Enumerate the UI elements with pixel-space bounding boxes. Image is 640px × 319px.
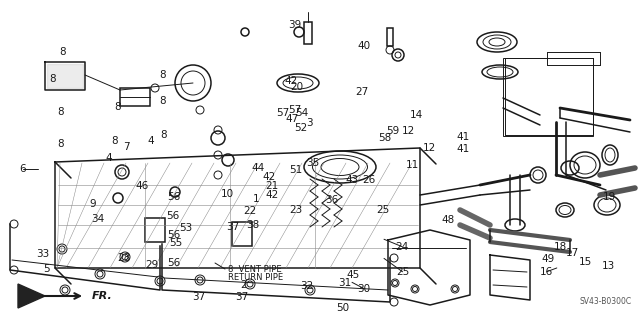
- Text: 38: 38: [246, 220, 259, 230]
- Text: 33: 33: [36, 249, 49, 259]
- Text: 41: 41: [456, 132, 469, 142]
- Text: 43: 43: [346, 174, 358, 185]
- Text: 42: 42: [266, 190, 278, 200]
- Text: 1: 1: [253, 194, 259, 204]
- Text: 48: 48: [442, 215, 454, 225]
- Text: 23: 23: [290, 205, 303, 215]
- Text: 34: 34: [92, 213, 104, 224]
- Text: 11: 11: [406, 160, 419, 170]
- Text: 42: 42: [285, 76, 298, 86]
- Text: 42: 42: [263, 172, 276, 182]
- Text: 37: 37: [236, 292, 248, 302]
- Text: 25: 25: [376, 205, 389, 215]
- Text: 16: 16: [540, 267, 553, 277]
- Text: 3: 3: [306, 118, 312, 129]
- Text: 55: 55: [169, 238, 182, 248]
- Text: 12: 12: [402, 126, 415, 136]
- Text: 8: 8: [58, 107, 64, 117]
- Text: 45: 45: [346, 270, 359, 280]
- Bar: [503, 58, 593, 136]
- Text: 8  VENT PIPE: 8 VENT PIPE: [228, 264, 282, 273]
- Text: 6: 6: [20, 164, 26, 174]
- Text: 58: 58: [378, 133, 391, 143]
- Text: 37: 37: [226, 222, 239, 233]
- Text: 2: 2: [240, 280, 246, 290]
- Text: 4: 4: [106, 152, 112, 163]
- Text: 30: 30: [358, 284, 371, 294]
- Text: 31: 31: [339, 278, 351, 288]
- Text: 47: 47: [285, 114, 298, 124]
- Text: 54: 54: [295, 108, 308, 118]
- Text: 37: 37: [193, 292, 205, 302]
- Text: 49: 49: [541, 254, 554, 264]
- Text: 27: 27: [356, 87, 369, 97]
- Text: 44: 44: [252, 163, 265, 174]
- Text: 18: 18: [554, 241, 566, 252]
- Bar: [304, 22, 312, 44]
- Text: 24: 24: [396, 241, 408, 252]
- Text: 52: 52: [294, 123, 307, 133]
- Text: 57: 57: [288, 105, 301, 115]
- Text: 29: 29: [146, 260, 159, 270]
- Text: 57: 57: [276, 108, 289, 118]
- Text: 9: 9: [90, 199, 96, 209]
- Bar: [120, 88, 150, 106]
- Text: 19: 19: [603, 192, 616, 202]
- Text: 15: 15: [579, 256, 592, 267]
- Text: 20: 20: [290, 82, 303, 93]
- Text: 21: 21: [266, 181, 278, 191]
- Text: 8: 8: [111, 136, 118, 146]
- Text: 53: 53: [180, 223, 193, 233]
- Text: 39: 39: [288, 20, 301, 30]
- Text: 22: 22: [243, 205, 256, 216]
- Text: 8: 8: [58, 138, 64, 149]
- Text: 13: 13: [602, 261, 614, 271]
- Text: 51: 51: [289, 165, 302, 175]
- Text: 36: 36: [326, 195, 339, 205]
- Text: 56: 56: [167, 192, 180, 202]
- Bar: [387, 28, 393, 46]
- Text: 5: 5: [43, 264, 49, 274]
- Text: 25: 25: [396, 267, 409, 277]
- Bar: [145, 218, 165, 242]
- Text: 35: 35: [306, 158, 319, 168]
- Text: RETURN PIPE: RETURN PIPE: [228, 273, 283, 283]
- Text: 26: 26: [363, 175, 376, 185]
- Text: FR.: FR.: [92, 291, 113, 301]
- Text: 8: 8: [161, 130, 167, 140]
- Bar: [232, 222, 252, 246]
- Text: 32: 32: [300, 281, 313, 291]
- Text: 56: 56: [168, 230, 180, 241]
- Text: 8: 8: [49, 74, 56, 84]
- Text: 56: 56: [167, 257, 180, 268]
- Text: 46: 46: [136, 181, 148, 191]
- Text: 14: 14: [410, 110, 423, 121]
- Text: SV43-B0300C: SV43-B0300C: [580, 297, 632, 306]
- Text: 8: 8: [59, 47, 65, 57]
- Polygon shape: [18, 284, 45, 308]
- Text: 56: 56: [166, 211, 179, 221]
- Text: 10: 10: [221, 189, 234, 199]
- Text: 8: 8: [159, 96, 166, 106]
- Text: 41: 41: [456, 144, 469, 154]
- Text: 28: 28: [117, 253, 130, 263]
- Text: 59: 59: [386, 126, 399, 136]
- Text: 7: 7: [124, 142, 130, 152]
- Text: 40: 40: [357, 41, 370, 51]
- Text: 8: 8: [114, 102, 120, 112]
- Text: 4: 4: [148, 136, 154, 146]
- Text: 17: 17: [566, 248, 579, 258]
- Text: 8: 8: [159, 70, 166, 80]
- Text: 50: 50: [337, 303, 349, 314]
- Text: 12: 12: [423, 143, 436, 153]
